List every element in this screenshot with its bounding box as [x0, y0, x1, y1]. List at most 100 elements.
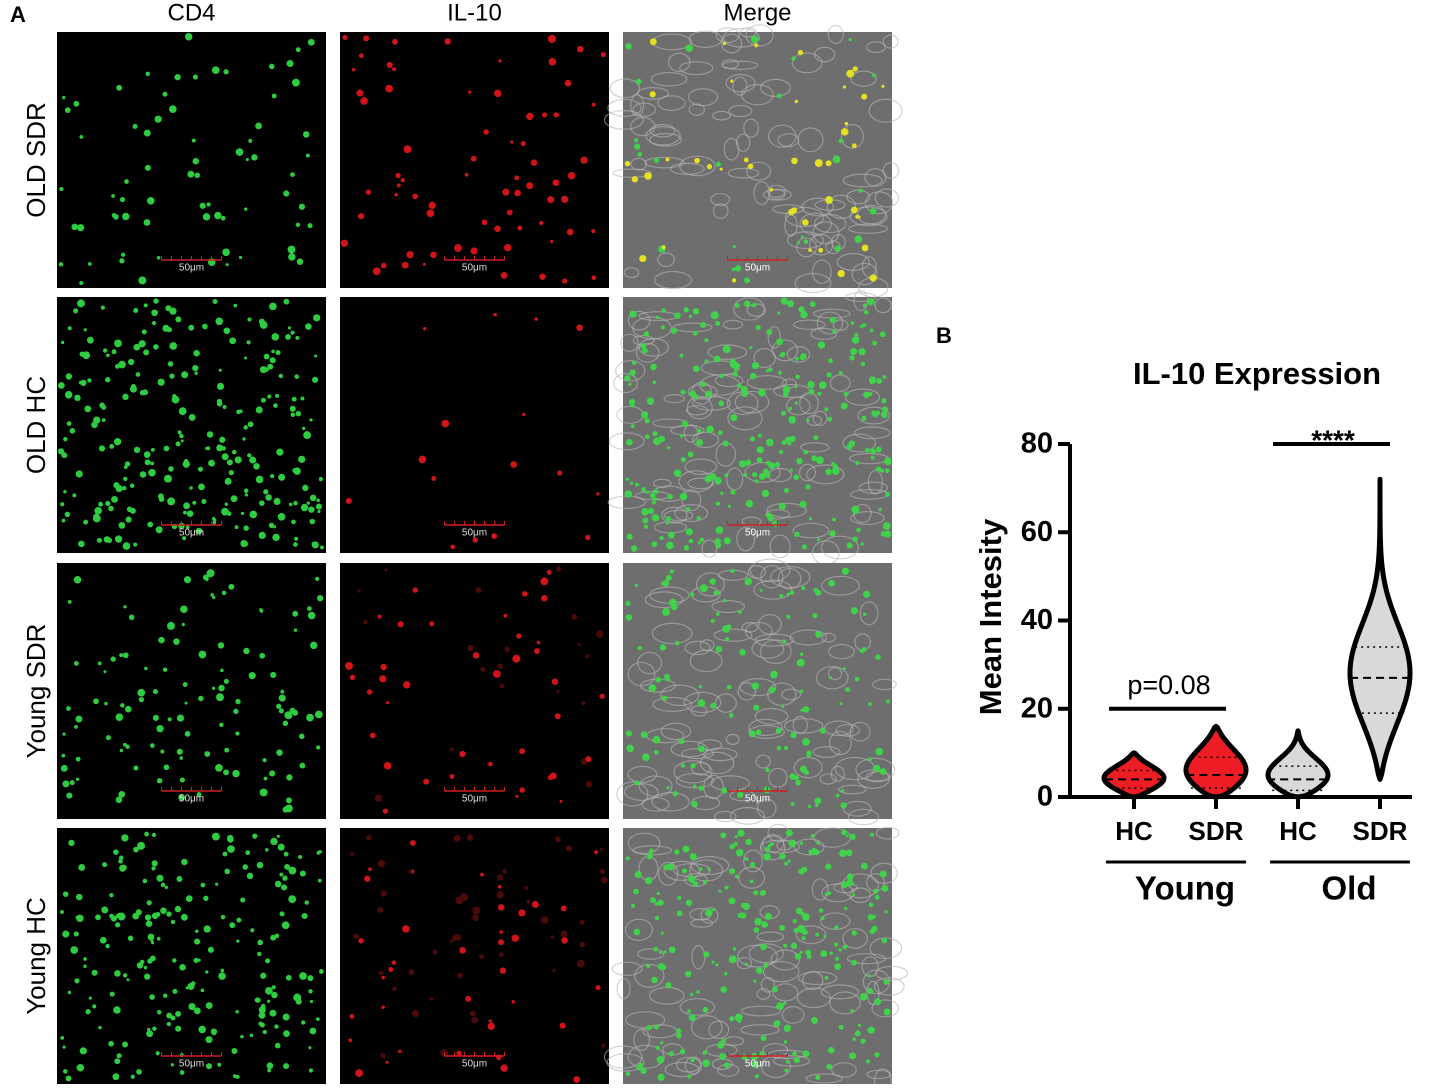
cell: [541, 916, 549, 924]
cell: [172, 958, 177, 963]
cell: [488, 1019, 492, 1023]
cell: [358, 53, 364, 59]
tissue-texture: [846, 953, 887, 965]
cell: [697, 428, 702, 434]
cell: [778, 853, 786, 860]
tissue-texture: [675, 1056, 702, 1073]
cell: [703, 951, 710, 958]
cell: [698, 867, 703, 871]
cell: [694, 157, 700, 164]
cell: [110, 915, 117, 922]
cell: [875, 410, 881, 416]
cell: [179, 1070, 185, 1075]
cell: [139, 471, 147, 478]
tissue-texture: [721, 60, 759, 71]
cell: [167, 497, 176, 506]
cell: [307, 975, 314, 982]
micrograph: 50μm: [607, 289, 892, 566]
cell: [871, 914, 876, 919]
tissue-texture: [641, 796, 670, 812]
cell: [194, 172, 200, 179]
tissue-texture: [751, 638, 785, 659]
cell: [848, 37, 852, 42]
cell: [231, 449, 237, 455]
cell: [78, 540, 85, 548]
cell: [315, 1017, 320, 1021]
cell: [779, 450, 784, 455]
tissue-texture: [683, 691, 722, 714]
cell: [817, 341, 826, 349]
cell: [358, 938, 364, 944]
cell: [212, 595, 216, 600]
tissue-texture: [829, 991, 861, 1015]
tissue-texture: [759, 839, 801, 854]
tissue-texture: [867, 469, 884, 495]
tissue-texture: [745, 161, 772, 181]
cell: [637, 151, 643, 157]
cell: [835, 956, 840, 961]
cell: [850, 321, 855, 325]
cell: [556, 689, 560, 693]
cell: [734, 265, 742, 272]
cell: [115, 364, 120, 369]
cell: [83, 964, 87, 969]
cell: [246, 340, 251, 345]
tissue-texture: [838, 784, 867, 795]
tissue-texture: [745, 24, 774, 47]
cell: [63, 490, 67, 494]
cell: [74, 724, 78, 729]
cell: [631, 360, 637, 366]
cell: [839, 849, 847, 857]
cell: [147, 196, 155, 205]
cell: [160, 907, 167, 914]
cell: [303, 431, 312, 440]
cell: [503, 613, 508, 618]
cell: [624, 160, 631, 167]
cell: [431, 476, 437, 481]
cell: [290, 172, 295, 177]
tissue-texture: [792, 715, 808, 735]
cell: [777, 311, 781, 315]
cell: [243, 541, 249, 547]
micrograph: 50μm: [340, 563, 609, 819]
cell: [851, 336, 860, 344]
cell: [585, 756, 592, 763]
micrograph: 50μm: [57, 828, 326, 1084]
panel-label: A: [10, 2, 26, 27]
cell: [464, 172, 469, 177]
cell: [71, 223, 78, 231]
cell: [228, 583, 235, 590]
cell: [692, 881, 699, 887]
tissue-texture: [873, 1068, 892, 1089]
cell: [114, 970, 121, 977]
tissue-texture: [734, 390, 770, 414]
cell: [715, 526, 724, 534]
cell: [188, 1002, 196, 1011]
cell: [795, 374, 800, 380]
cell: [156, 725, 164, 733]
tissue-texture: [685, 405, 709, 416]
cell: [795, 779, 801, 786]
tissue-texture: [766, 502, 807, 519]
cell: [211, 686, 216, 690]
tissue-texture: [627, 832, 661, 855]
tissue-texture: [712, 110, 732, 121]
cell: [457, 972, 463, 979]
cell: [200, 988, 205, 993]
cell: [229, 922, 236, 929]
cell: [243, 425, 248, 430]
cell: [863, 309, 869, 315]
cell: [222, 405, 227, 409]
cell: [320, 545, 324, 550]
cell: [487, 1022, 495, 1030]
tissue-texture: [844, 292, 877, 303]
cell: [138, 696, 145, 703]
cell: [302, 131, 310, 138]
cell: [502, 188, 510, 196]
cell: [83, 328, 87, 332]
cell: [315, 576, 320, 581]
tissue-texture: [753, 579, 793, 600]
cell: [63, 436, 68, 442]
cell: [577, 643, 581, 647]
cell: [266, 1062, 274, 1070]
